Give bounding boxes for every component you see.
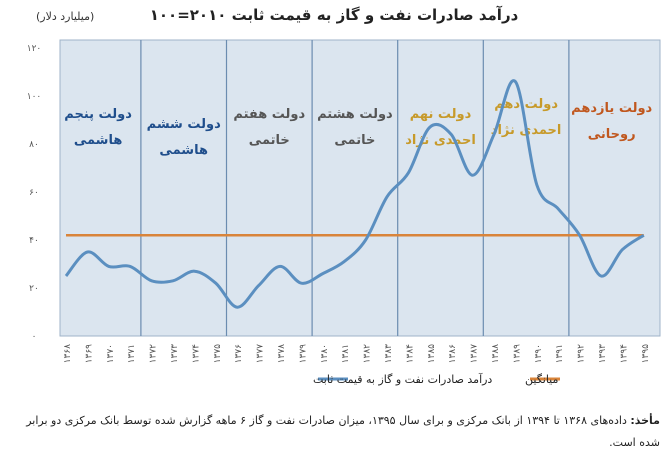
era-label-line1: دولت یازدهم (571, 101, 652, 116)
line-chart: دولت پنجم هاشمی دولت ششم هاشمی دولت هفتم خاتم… (27, 39, 661, 386)
x-tick-label: ۱۳۷۲ (149, 344, 159, 364)
source-label: مأخذ: (630, 414, 660, 427)
era-label-line2: خاتمی (334, 133, 375, 148)
x-tick-label: ۱۳۸۱ (341, 344, 351, 363)
x-tick-label: ۱۳۷۰ (106, 344, 116, 363)
y-tick-label: ۱۰۰ (27, 92, 42, 102)
x-tick-label: ۱۳۹۰ (534, 344, 544, 363)
x-tick-label: ۱۳۹۴ (619, 344, 629, 364)
y-tick-label: ۸۰ (29, 140, 39, 150)
era-label-line2: هاشمی (159, 143, 208, 158)
era-label-line2: احمدی نژاد (405, 133, 476, 148)
x-tick-label: ۱۳۸۶ (448, 344, 458, 364)
chart-title: درآمد صادرات نفت و گاز به قیمت ثابت ۲۰۱۰… (149, 6, 519, 24)
y-axis-ticks: ۰ ۲۰ ۴۰ ۶۰ ۸۰ ۱۰۰ ۱۲۰ (27, 44, 42, 342)
x-tick-label: ۱۳۶۹ (84, 344, 94, 364)
x-tick-label: ۱۳۷۱ (127, 344, 137, 363)
x-tick-label: ۱۳۶۸ (63, 344, 73, 364)
era-label-line1: دولت پنجم (64, 107, 132, 122)
y-tick-label: ۰ (32, 332, 37, 342)
era-label-line1: دولت نهم (410, 107, 472, 122)
era-label-line2: خاتمی (249, 133, 290, 148)
x-axis-ticks: ۱۳۶۸ ۱۳۶۹ ۱۳۷۰ ۱۳۷۱ ۱۳۷۲ ۱۳۷۳ ۱۳۷۴ ۱۳۷۵ ۱۳۷۶ ۱۳۷۷… (63, 344, 651, 364)
x-tick-label: ۱۳۷۸ (277, 344, 287, 364)
series-line-export-revenue (64, 79, 645, 309)
x-tick-label: ۱۳۷۴ (191, 344, 201, 364)
legend: درآمد صادرات نفت و گاز به قیمت ثابت میان… (313, 372, 560, 386)
era-label-line2: هاشمی (74, 133, 123, 148)
x-tick-label: ۱۳۷۳ (170, 344, 180, 364)
source-note: مأخذ: داده‌های ۱۳۶۸ تا ۱۳۹۴ از بانک مرکز… (10, 410, 660, 454)
x-tick-label: ۱۳۸۷ (470, 344, 480, 364)
x-tick-label: ۱۳۸۸ (491, 344, 501, 364)
plot-background (59, 39, 661, 337)
x-tick-label: ۱۳۸۳ (384, 344, 394, 364)
x-tick-label: ۱۳۷۶ (234, 344, 244, 364)
y-tick-label: ۱۲۰ (27, 44, 42, 54)
x-tick-label: ۱۳۸۹ (512, 344, 522, 364)
era-dividers (140, 40, 570, 336)
y-tick-label: ۶۰ (29, 188, 39, 198)
x-tick-label: ۱۳۸۰ (320, 344, 330, 363)
x-tick-label: ۱۳۸۲ (363, 344, 373, 364)
y-axis-unit: (میلیارد دلار) (36, 10, 95, 23)
x-tick-label: ۱۳۹۵ (641, 344, 651, 364)
x-tick-label: ۱۳۹۳ (598, 344, 608, 364)
legend-label-series: درآمد صادرات نفت و گاز به قیمت ثابت (313, 372, 492, 386)
x-tick-label: ۱۳۹۱ (555, 344, 565, 363)
era-label-line1: دولت ششم (147, 117, 221, 132)
era-label-line2: روحانی (588, 127, 636, 142)
x-tick-label: ۱۳۸۴ (405, 344, 415, 364)
era-label-line1: دولت دهم (494, 97, 558, 112)
era-label-line1: دولت هشتم (317, 107, 393, 122)
x-tick-label: ۱۳۷۹ (298, 344, 308, 364)
x-tick-label: ۱۳۷۵ (213, 344, 223, 364)
era-label-line1: دولت هفتم (233, 107, 305, 122)
x-tick-label: ۱۳۸۵ (427, 344, 437, 364)
y-tick-label: ۲۰ (29, 284, 39, 294)
y-tick-label: ۴۰ (29, 236, 39, 246)
legend-label-average: میانگین (525, 373, 559, 386)
era-labels: دولت پنجم هاشمی دولت ششم هاشمی دولت هفتم خاتم… (64, 97, 652, 158)
x-tick-label: ۱۳۹۲ (577, 344, 587, 364)
source-text: داده‌های ۱۳۶۸ تا ۱۳۹۴ از بانک مرکزی و بر… (26, 414, 660, 449)
series-lines (64, 79, 645, 309)
x-tick-label: ۱۳۷۷ (256, 344, 266, 364)
